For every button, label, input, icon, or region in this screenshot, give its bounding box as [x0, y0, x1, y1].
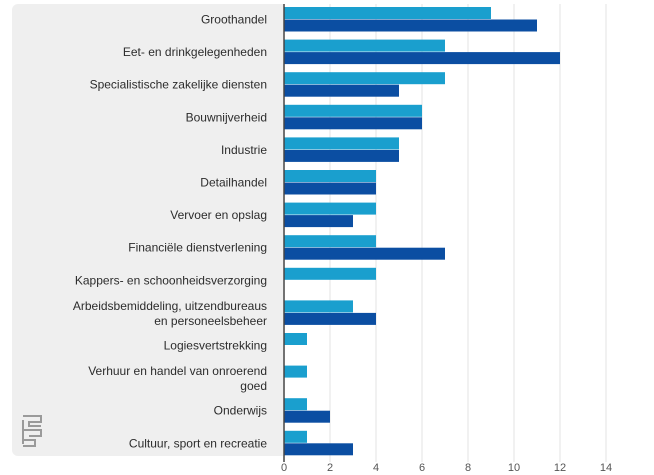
bar-series-1	[284, 39, 445, 52]
bar-series-1	[284, 7, 491, 19]
category-label: Financiële dienstverlening	[128, 241, 267, 255]
bar-series-1	[284, 333, 307, 345]
x-tick-label: 6	[419, 462, 425, 474]
x-tick-label: 0	[281, 462, 287, 474]
bar-series-1	[284, 202, 376, 215]
x-tick-label: 4	[373, 462, 379, 474]
category-labels: Groothandel Eet- en drinkgelegenheden Spec…	[73, 13, 267, 451]
bar-series-1	[284, 300, 353, 313]
x-tick-label: 8	[465, 462, 471, 474]
x-tick-label: 10	[508, 462, 520, 474]
bar-series-2	[284, 215, 353, 228]
x-tick-label: 2	[327, 462, 333, 474]
category-label-panel	[12, 4, 283, 456]
bar-series-2	[284, 410, 330, 423]
category-label: Detailhandel	[200, 176, 267, 190]
bar-series-1	[284, 137, 399, 150]
bar-series-2	[284, 117, 422, 130]
bars	[284, 7, 560, 456]
cbs-logo-icon	[22, 415, 42, 447]
bar-series-2	[284, 443, 353, 456]
bar-series-2	[284, 247, 445, 260]
bar-series-1	[284, 267, 376, 280]
bar-series-1	[284, 170, 376, 182]
bar-series-1	[284, 365, 307, 378]
bar-series-1	[284, 72, 445, 85]
category-label: Vervoer en opslag	[170, 208, 267, 222]
category-label: Industrie	[221, 143, 267, 157]
bar-series-1	[284, 235, 376, 248]
bar-series-2	[284, 19, 537, 32]
bar-series-2	[284, 312, 376, 325]
bar-series-2	[284, 84, 399, 97]
category-label: Verhuur en handel van onroerend goed	[88, 364, 267, 393]
bar-series-1	[284, 398, 307, 411]
category-label: Onderwijs	[214, 404, 267, 418]
bar-series-2	[284, 149, 399, 162]
x-axis-ticks: 0 2 4 6 8 10 12 14	[281, 462, 612, 474]
bar-series-2	[284, 182, 376, 195]
category-label: Groothandel	[201, 13, 267, 27]
x-tick-label: 14	[600, 462, 612, 474]
category-label: Eet- en drinkgelegenheden	[123, 45, 267, 59]
bar-series-1	[284, 104, 422, 117]
category-label: Logiesvertstrekking	[164, 339, 267, 353]
category-label: Specialistische zakelijke diensten	[90, 78, 267, 92]
category-label: Arbeidsbemiddeling, uitzendbureaus en per…	[73, 299, 267, 328]
bar-series-1	[284, 430, 307, 443]
category-label: Bouwnijverheid	[186, 110, 267, 124]
category-label: Kappers- en schoonheidsverzorging	[75, 273, 267, 287]
x-tick-label: 12	[554, 462, 566, 474]
category-label: Cultuur, sport en recreatie	[129, 436, 267, 450]
bar-series-2	[284, 52, 560, 65]
